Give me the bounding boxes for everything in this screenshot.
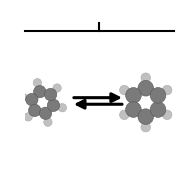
Circle shape	[33, 79, 42, 87]
Circle shape	[26, 93, 38, 106]
Circle shape	[150, 87, 166, 103]
Circle shape	[39, 107, 52, 120]
Circle shape	[150, 102, 166, 117]
Circle shape	[44, 118, 52, 126]
Circle shape	[162, 110, 172, 120]
Circle shape	[47, 99, 60, 112]
Circle shape	[138, 109, 153, 124]
Circle shape	[34, 86, 46, 98]
Circle shape	[19, 93, 27, 101]
Circle shape	[24, 113, 32, 121]
Circle shape	[44, 88, 57, 101]
Circle shape	[162, 85, 172, 95]
Circle shape	[58, 104, 67, 112]
Circle shape	[138, 81, 153, 96]
Circle shape	[126, 102, 141, 117]
Circle shape	[141, 122, 151, 132]
Circle shape	[53, 84, 61, 92]
Circle shape	[141, 73, 151, 82]
Circle shape	[126, 87, 141, 103]
Circle shape	[120, 85, 129, 95]
Circle shape	[29, 104, 41, 117]
Circle shape	[120, 110, 129, 120]
